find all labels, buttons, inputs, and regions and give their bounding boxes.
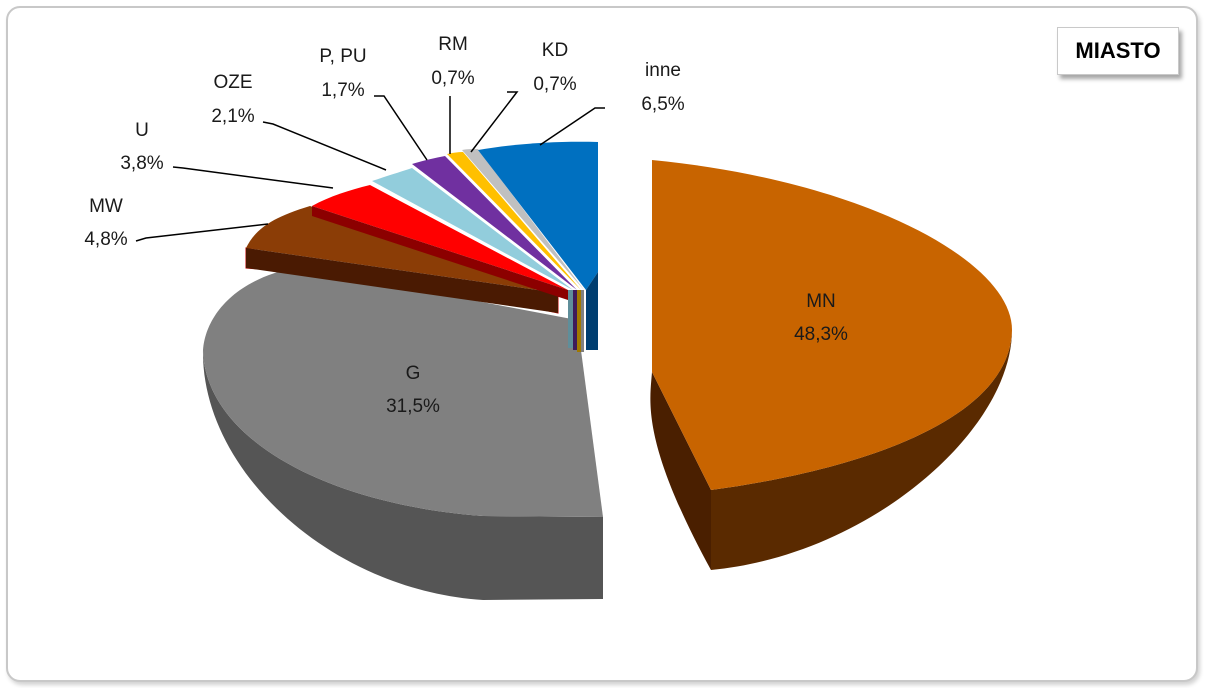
slice-label-mw: MW [89, 196, 123, 217]
slice-label-kd: KD [542, 40, 568, 61]
leader-line-oze [262, 121, 387, 171]
slice-label-g: G [406, 363, 421, 384]
leader-line-u [172, 166, 334, 189]
slice-value-kd: 0,7% [533, 74, 576, 95]
slice-value-mw: 4,8% [84, 229, 127, 250]
slice-label-rm: RM [438, 34, 468, 55]
slice-label-p-pu: P, PU [319, 46, 366, 67]
slice-value-oze: 2,1% [211, 106, 254, 127]
slice-label-u: U [135, 120, 149, 141]
slice-value-rm: 0,7% [431, 68, 474, 89]
slice-value-p-pu: 1,7% [321, 80, 364, 101]
pie-slice-oze [372, 168, 573, 348]
slice-label-inne: inne [645, 60, 681, 81]
slice-label-mn: MN [806, 291, 836, 312]
pie-slice-inne [478, 141, 598, 350]
leader-line-mw [135, 223, 269, 242]
slice-label-oze: OZE [213, 72, 252, 93]
chart-title: MIASTO [1057, 27, 1179, 75]
slice-value-g: 31,5% [386, 396, 440, 417]
pie-slice-g [202, 267, 603, 600]
pie-slice-u [312, 185, 568, 300]
slice-value-inne: 6,5% [641, 94, 684, 115]
pie-slice-mw [245, 206, 559, 314]
leader-line-p-pu [374, 95, 428, 161]
leader-line-inne [539, 107, 605, 146]
leader-line-kd [470, 91, 519, 153]
pie-slice-p-pu [412, 156, 577, 350]
pie-slice-mn [650, 160, 1012, 570]
slice-value-u: 3,8% [120, 153, 163, 174]
pie-slice-kd [447, 152, 581, 352]
slice-value-mn: 48,3% [794, 324, 848, 345]
pie-slice-rm [462, 149, 584, 352]
